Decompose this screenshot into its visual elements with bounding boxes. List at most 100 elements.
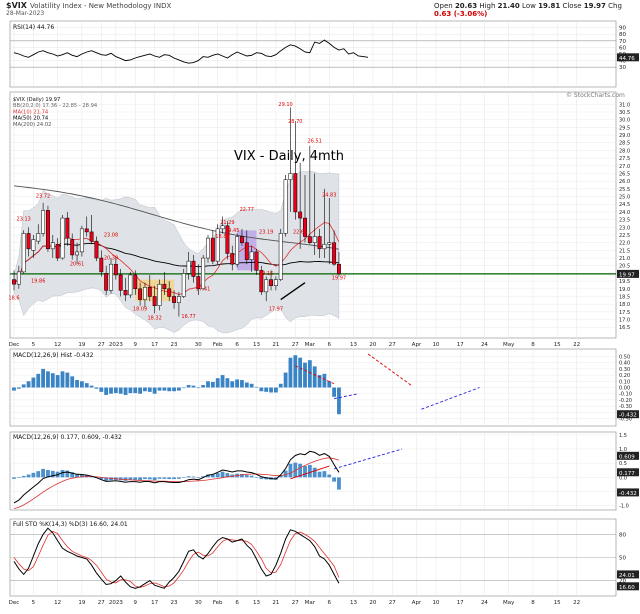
candle-body-29 bbox=[152, 296, 157, 306]
x-label-bottom-6: 9 bbox=[134, 600, 138, 606]
candle-body-4 bbox=[31, 239, 36, 251]
macd-tick-5: 1.5 bbox=[619, 433, 627, 439]
price-tick-9: 21.0 bbox=[619, 256, 630, 262]
candle-body-50 bbox=[254, 251, 259, 271]
candle-body-47 bbox=[240, 236, 244, 243]
hist-bar-58 bbox=[293, 355, 298, 388]
price-tick-10: 21.5 bbox=[619, 248, 630, 254]
macd-hist-bar-52 bbox=[264, 477, 269, 480]
price-tick-8: 20.5 bbox=[619, 264, 630, 270]
hist-bar-65 bbox=[327, 381, 332, 388]
hist-tick-6: 0.10 bbox=[619, 379, 630, 385]
hist-tick-10: 0.50 bbox=[619, 354, 630, 360]
hist-bar-32 bbox=[167, 387, 172, 392]
low-value: 19.81 bbox=[538, 2, 561, 10]
x-label-bottom-4: 27 bbox=[98, 600, 105, 606]
price-tick-18: 25.5 bbox=[619, 187, 630, 193]
macd-hist-bar-12 bbox=[70, 472, 75, 478]
hist-bar-37 bbox=[191, 385, 196, 388]
macd-hist-bar-37 bbox=[191, 476, 196, 478]
price-legend-4: MA(200) 24.02 bbox=[13, 122, 51, 128]
candle-body-36 bbox=[186, 260, 191, 274]
x-label-bottom-17: 13 bbox=[350, 600, 357, 606]
price-label-11: 18.86 bbox=[215, 234, 229, 240]
hist-bar-67 bbox=[337, 387, 341, 415]
candle-body-8 bbox=[50, 242, 55, 250]
macd-tick-3: 0.5 bbox=[619, 461, 627, 467]
hist-bar-16 bbox=[89, 385, 94, 388]
candle-body-5 bbox=[36, 233, 41, 242]
hist-bar-33 bbox=[172, 387, 176, 392]
price-label-12: 19.45 bbox=[225, 228, 239, 234]
macd-line bbox=[13, 450, 340, 504]
chart-header: $VIX Volatility Index - New Methodology … bbox=[0, 0, 640, 18]
price-tick-3: 18.0 bbox=[619, 302, 630, 308]
x-label-bottom-25: 8 bbox=[531, 600, 535, 606]
hist-bar-10 bbox=[60, 371, 65, 388]
x-label-bottom-12: 13 bbox=[253, 600, 260, 606]
candle-body-28 bbox=[147, 287, 152, 297]
candle-body-13 bbox=[75, 251, 79, 256]
hist-bar-25 bbox=[133, 387, 138, 394]
candle-body-55 bbox=[278, 233, 283, 280]
x-label-price-8: 23 bbox=[171, 342, 178, 348]
price-tick-27: 30.0 bbox=[619, 118, 630, 124]
macd-hist-bar-34 bbox=[177, 477, 181, 479]
candle-body-59 bbox=[298, 211, 303, 219]
macd-hist-bar-16 bbox=[89, 476, 94, 478]
hist-bar-20 bbox=[109, 387, 113, 394]
x-label-price-27: 22 bbox=[573, 342, 580, 348]
price-label-13: 21.29 bbox=[220, 220, 234, 226]
hist-annot-red-1 bbox=[295, 365, 335, 385]
stoch-legend: Full STO %K(14,3) %D(3) 16.60, 24.01 bbox=[13, 521, 128, 528]
hist-bar-35 bbox=[181, 387, 186, 389]
hist-bar-44 bbox=[225, 378, 230, 388]
price-label-23: 19.97 bbox=[332, 276, 346, 282]
macd-hist-bar-3 bbox=[26, 474, 31, 478]
hist-tick-3: -0.20 bbox=[619, 398, 632, 404]
x-label-bottom-0: Dec bbox=[9, 600, 20, 606]
x-label-price-13: 21 bbox=[272, 342, 279, 348]
chg-value: 0.63 (-3.06%) bbox=[434, 10, 488, 18]
macd-hist-bar-65 bbox=[327, 474, 332, 478]
hist-bar-47 bbox=[240, 380, 244, 388]
x-label-price-22: 17 bbox=[457, 342, 464, 348]
macd-hist-bar-60 bbox=[303, 466, 307, 478]
macd-hist-bar-48 bbox=[244, 475, 249, 478]
price-label-6: 23.08 bbox=[104, 233, 118, 239]
rsi-tick-6: 90 bbox=[619, 26, 626, 32]
hist-tick-4: -0.10 bbox=[619, 392, 632, 398]
price-tick-23: 28.0 bbox=[619, 148, 630, 154]
x-label-bottom-10: Feb bbox=[213, 600, 223, 606]
price-label-2: 19.86 bbox=[31, 279, 45, 285]
candle-body-32 bbox=[167, 288, 172, 297]
macd-hist-bar-66 bbox=[332, 477, 336, 482]
hist-bar-54 bbox=[274, 387, 278, 393]
price-label-4: 20.61 bbox=[70, 262, 84, 268]
macd-hist-bar-7 bbox=[46, 470, 50, 478]
high-value: 21.40 bbox=[497, 2, 520, 10]
candle-body-14 bbox=[79, 228, 84, 253]
x-label-price-21: 10 bbox=[432, 342, 439, 348]
hist-bar-14 bbox=[80, 381, 84, 388]
x-label-bottom-15: Mar bbox=[305, 600, 316, 606]
hist-bar-30 bbox=[157, 387, 162, 391]
hist-bar-28 bbox=[147, 387, 152, 392]
hist-bar-57 bbox=[288, 357, 293, 388]
macd-signal-line bbox=[13, 457, 340, 509]
hist-tick-7: 0.20 bbox=[619, 373, 630, 379]
price-label-16: 19.16 bbox=[259, 271, 273, 277]
candle-body-40 bbox=[206, 237, 210, 259]
candle-body-56 bbox=[283, 179, 288, 234]
x-label-bottom-8: 23 bbox=[171, 600, 178, 606]
macd-hist-bar-8 bbox=[50, 470, 55, 478]
rsi-line bbox=[13, 39, 369, 64]
x-label-bottom-27: 22 bbox=[573, 600, 580, 606]
macd-hist-bar-27 bbox=[143, 477, 147, 480]
hist-bar-66 bbox=[332, 387, 336, 397]
macd-hist-bar-33 bbox=[172, 477, 176, 480]
x-label-bottom-21: 10 bbox=[432, 600, 439, 606]
axis-labels: Dec 5 12 19 27 2023 9 17 23 30 Feb 6 13 21 27 Mar 6 13 20 2… bbox=[9, 24, 639, 606]
hist-bar-53 bbox=[269, 387, 273, 393]
